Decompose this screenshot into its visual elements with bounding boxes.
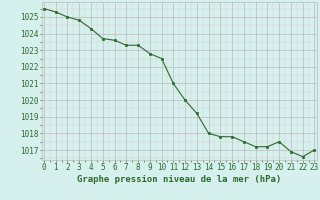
X-axis label: Graphe pression niveau de la mer (hPa): Graphe pression niveau de la mer (hPa) bbox=[77, 175, 281, 184]
